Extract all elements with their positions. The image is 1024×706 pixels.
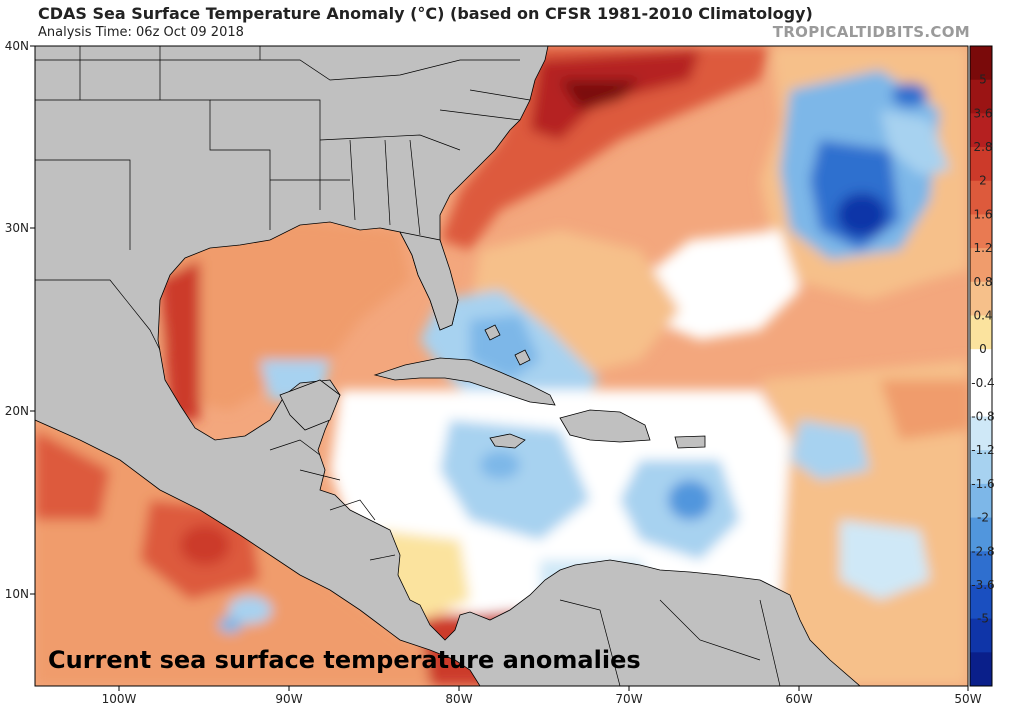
- colorbar-label: -2.8: [971, 544, 994, 558]
- colorbar-swatch: [970, 652, 992, 687]
- colorbar-swatch: [970, 584, 992, 620]
- land-masses: [35, 46, 861, 686]
- lon-axis: 100W 90W 80W 70W 60W 50W: [102, 686, 982, 706]
- caption-overlay: Current sea surface temperature anomalie…: [48, 646, 641, 674]
- colorbar-label: -0.4: [971, 376, 994, 390]
- lat-tick-label: 20N: [5, 404, 29, 418]
- colorbar-swatch: [970, 517, 992, 552]
- colorbar-label: -5: [977, 612, 989, 626]
- colorbar-swatch: [970, 483, 992, 519]
- lat-tick-label: 30N: [5, 221, 29, 235]
- colorbar-label: -1.2: [971, 443, 994, 457]
- lon-tick-label: 100W: [102, 692, 137, 706]
- colorbar-swatch: [970, 315, 992, 350]
- lon-tick-label: 80W: [445, 692, 472, 706]
- colorbar-label: 1.2: [973, 241, 992, 255]
- colorbar-swatch: [970, 281, 992, 316]
- colorbar-swatch: [970, 450, 992, 485]
- analysis-time: Analysis Time: 06z Oct 09 2018: [38, 25, 244, 40]
- lon-tick-label: 70W: [615, 692, 642, 706]
- map-area: [35, 46, 968, 686]
- colorbar-frame: [969, 45, 993, 687]
- colorbar-label: -3.6: [971, 578, 994, 592]
- map-title: CDAS Sea Surface Temperature Anomaly (°C…: [38, 4, 813, 23]
- colorbar-swatch: [970, 79, 992, 114]
- colorbar-label: 3.6: [973, 106, 992, 120]
- colorbar-swatch: [970, 147, 992, 182]
- watermark: TROPICALTIDBITS.COM: [772, 23, 970, 41]
- colorbar-label: 5: [979, 73, 987, 87]
- lat-axis: 40N 30N 20N 10N: [5, 39, 35, 601]
- colorbar: 5 3.6 2.8 2 1.6 1.2 0.8 0.4 0 -0.4 -0.8 -1.2 -1.6 -2 -…: [969, 45, 995, 687]
- colorbar-swatch: [970, 46, 992, 81]
- colorbar-label: 1.6: [973, 207, 992, 221]
- colorbar-label: -0.8: [971, 410, 994, 424]
- map-frame: [34, 45, 969, 687]
- lat-tick-label: 10N: [5, 587, 29, 601]
- colorbar-label: 2.8: [973, 140, 992, 154]
- colorbar-label: 0.8: [973, 275, 992, 289]
- colorbar-swatch: [970, 113, 992, 148]
- colorbar-swatch: [970, 214, 992, 249]
- colorbar-label: 2: [979, 174, 987, 188]
- lon-tick-label: 90W: [275, 692, 302, 706]
- lat-tick-label: 40N: [5, 39, 29, 53]
- colorbar-swatch: [970, 349, 992, 384]
- colorbar-swatch: [970, 551, 992, 586]
- lon-tick-label: 60W: [785, 692, 812, 706]
- colorbar-swatch: [970, 248, 992, 283]
- lon-tick-label: 50W: [954, 692, 981, 706]
- colorbar-swatch: [970, 180, 992, 215]
- colorbar-label: 0: [979, 342, 987, 356]
- colorbar-label: 0.4: [973, 308, 992, 322]
- colorbar-label: -2: [977, 511, 989, 525]
- political-borders: [35, 46, 781, 686]
- colorbar-swatch: [970, 618, 992, 653]
- colorbar-swatch: [970, 416, 992, 451]
- colorbar-label: -1.6: [971, 477, 994, 491]
- colorbar-swatch: [970, 382, 992, 418]
